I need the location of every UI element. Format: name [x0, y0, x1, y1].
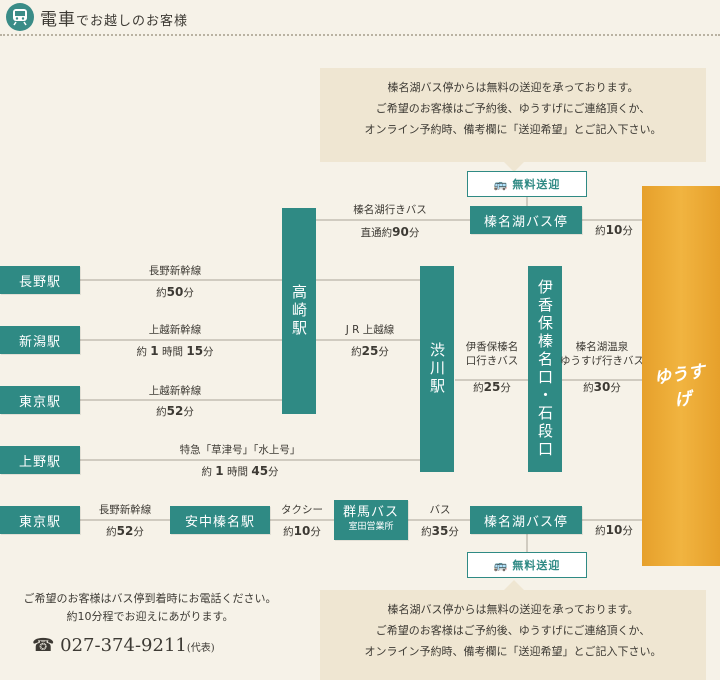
line-walk-bottom — [575, 519, 645, 521]
call-instructions: ご希望のお客様はバス停到着時にお電話ください。 約10分程でお迎えにあがります。 — [23, 592, 277, 623]
line-niigata — [20, 339, 290, 341]
route-niigata-time: 約 1 時間 15分 — [136, 344, 214, 358]
bus-icon: 🚌 — [493, 177, 509, 191]
connector-bottom — [526, 530, 528, 554]
shuttle-note-top: 榛名湖バス停からは無料の送迎を承っております。 ご希望のお客様はご予約後、ゆうすげ… — [320, 68, 706, 172]
route-jr-time: 約25分 — [351, 344, 389, 358]
route-tokyo2-name: 長野新幹線 — [98, 504, 152, 516]
free-shuttle-badge-top: 🚌 無料送迎 — [467, 171, 587, 197]
phone-number: ☎ 027-374-9211(代表) — [32, 635, 215, 656]
route-taxi-time: 約10分 — [283, 524, 321, 538]
yusuge-logo: ゆうすげ — [652, 361, 707, 411]
line-ueno — [20, 459, 420, 461]
route-walk-top-time: 約10分 — [595, 223, 633, 237]
station-takasaki: 高崎駅 — [282, 208, 316, 414]
line-bus-top — [310, 219, 470, 221]
bus-icon: 🚌 — [493, 558, 509, 572]
route-bus-time: 約35分 — [421, 524, 459, 538]
page-title: 電車でお越しのお客様 — [40, 10, 189, 30]
route-nagano-name: 長野新幹線 — [148, 265, 202, 277]
station-gunma-bus: 群馬バス 室田営業所 — [334, 500, 408, 540]
free-shuttle-badge-bottom: 🚌 無料送迎 — [467, 552, 587, 578]
route-niigata-name: 上越新幹線 — [148, 324, 202, 336]
busstop-harunako-bottom: 榛名湖バス停 — [470, 506, 582, 534]
route-bus-top-time: 直通約90分 — [360, 225, 420, 239]
station-tokyo: 東京駅 — [0, 386, 80, 414]
line-walk-top — [575, 219, 645, 221]
route-ikaho-time: 約25分 — [473, 380, 511, 394]
route-bus-name: バス — [429, 504, 451, 516]
line-nagano — [20, 279, 420, 281]
route-jr-name: J R 上越線 — [345, 324, 395, 336]
station-annaka-haruna: 安中榛名駅 — [170, 506, 270, 534]
station-tokyo-2: 東京駅 — [0, 506, 80, 534]
route-yusuge-name: 榛名湖温泉 ゆうすげ行きバス — [560, 341, 644, 367]
route-bus-top-name: 榛名湖行きバス — [353, 204, 427, 216]
route-walk-bottom-time: 約10分 — [595, 523, 633, 537]
route-nagano-time: 約50分 — [156, 285, 194, 299]
header-divider — [0, 34, 720, 36]
route-yusuge-time: 約30分 — [583, 380, 621, 394]
station-niigata: 新潟駅 — [0, 326, 80, 354]
shuttle-note-bottom: 榛名湖バス停からは無料の送迎を承っております。 ご希望のお客様はご予約後、ゆうすげ… — [320, 580, 706, 680]
phone-icon: ☎ — [32, 635, 55, 656]
station-shibukawa: 渋川駅 — [420, 266, 454, 472]
line-jr — [310, 339, 420, 341]
route-tokyo-time: 約52分 — [156, 404, 194, 418]
route-ueno-time: 約 1 時間 45分 — [201, 464, 279, 478]
route-tokyo2-time: 約52分 — [106, 524, 144, 538]
station-nagano: 長野駅 — [0, 266, 80, 294]
route-tokyo-name: 上越新幹線 — [148, 385, 202, 397]
line-tokyo1 — [20, 399, 290, 401]
station-ueno: 上野駅 — [0, 446, 80, 474]
station-ikaho-harunaguchi: 伊香保榛名口・石段口 — [528, 266, 562, 472]
busstop-harunako-top: 榛名湖バス停 — [470, 206, 582, 234]
route-ikaho-name: 伊香保榛名 口行きバス — [465, 341, 519, 367]
line-ikaho — [455, 379, 530, 381]
route-taxi-name: タクシー — [281, 504, 323, 516]
route-ueno-name: 特急「草津号」「水上号」 — [179, 444, 301, 456]
destination-yusuge — [642, 186, 720, 566]
connector-top — [526, 196, 528, 212]
line-yusuge — [545, 379, 645, 381]
train-icon — [6, 3, 34, 31]
